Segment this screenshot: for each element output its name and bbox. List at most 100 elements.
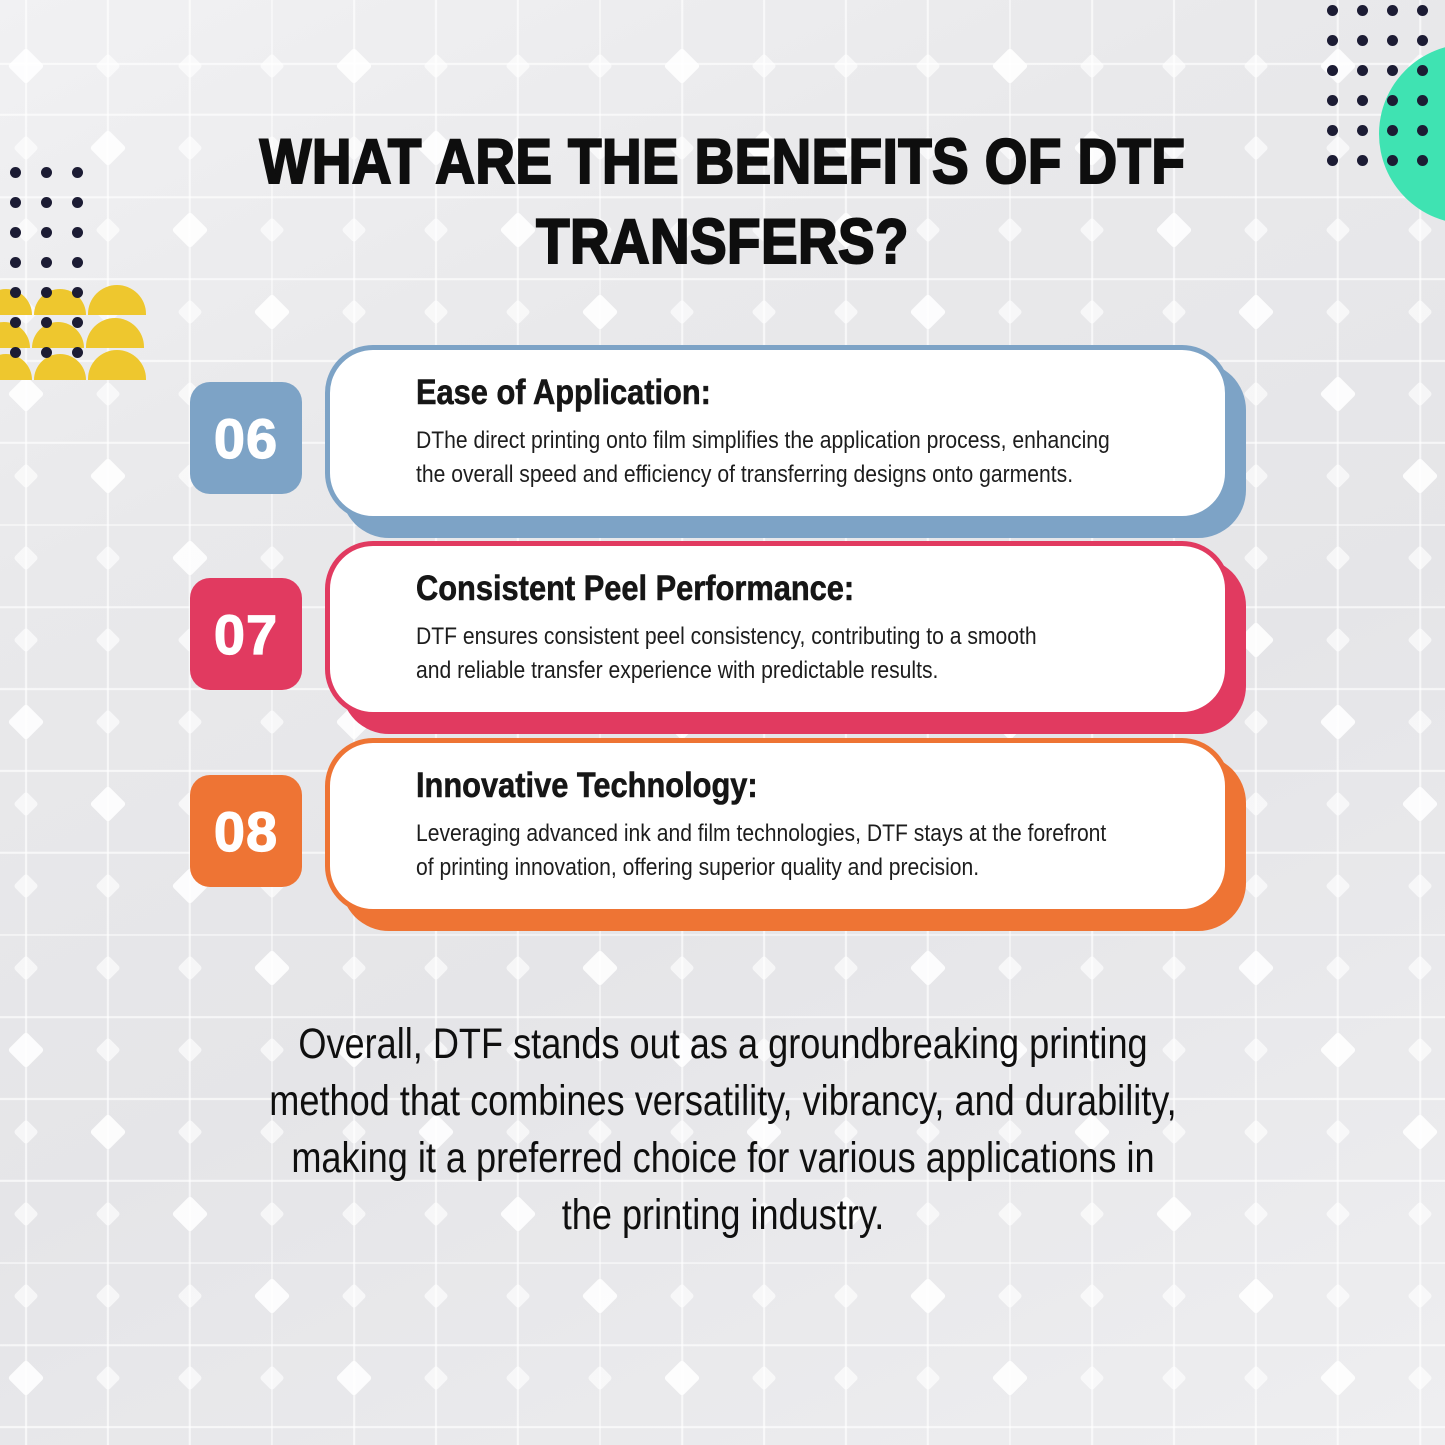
decorative-dot: [9, 286, 21, 298]
decorative-dot: [1416, 64, 1428, 76]
grid-diamond-node: [1319, 1359, 1357, 1397]
page-title: WHAT ARE THE BENEFITS OF DTF TRANSFERS?: [259, 126, 1186, 278]
decorative-dot: [40, 226, 52, 238]
grid-diamond-node: [335, 47, 373, 85]
decorative-dot: [40, 256, 52, 268]
decorative-dot: [1386, 34, 1398, 46]
decorative-dot: [71, 256, 83, 268]
grid-diamond-node: [991, 47, 1029, 85]
grid-diamond-node: [13, 791, 39, 817]
grid-diamond-node: [95, 53, 121, 79]
grid-diamond-node: [663, 47, 701, 85]
grid-diamond-node: [89, 457, 127, 495]
grid-diamond-node: [833, 1365, 859, 1391]
grid-diamond-node: [13, 873, 39, 899]
grid-diamond-node: [751, 1365, 777, 1391]
grid-diamond-node: [1243, 53, 1269, 79]
conclusion-text: Overall, DTF stands out as a groundbreak…: [268, 1020, 1177, 1239]
grid-diamond-node: [177, 1283, 203, 1309]
benefit-heading: Ease of Application:: [416, 373, 711, 413]
grid-diamond-node: [341, 955, 367, 981]
grid-diamond-node: [7, 375, 45, 413]
grid-diamond-node: [1319, 47, 1357, 85]
grid-diamond-node: [253, 949, 291, 987]
grid-diamond-node: [751, 299, 777, 325]
grid-diamond-node: [1407, 299, 1433, 325]
decorative-dot: [40, 286, 52, 298]
grid-diamond-node: [13, 135, 39, 161]
grid-diamond-node: [581, 1277, 619, 1315]
grid-diamond-node: [663, 1359, 701, 1397]
grid-diamond-node: [1407, 1365, 1433, 1391]
benefit-body: DTF ensures consistent peel consistency,…: [416, 623, 1037, 684]
decorative-dot: [1386, 154, 1398, 166]
grid-diamond-node: [13, 1119, 39, 1145]
decorative-dot: [40, 346, 52, 358]
grid-diamond-node: [341, 1283, 367, 1309]
grid-diamond-node: [581, 293, 619, 331]
grid-diamond-node: [423, 1283, 449, 1309]
grid-diamond-node: [505, 53, 531, 79]
decorative-dot: [1416, 34, 1428, 46]
decorative-dot: [1386, 4, 1398, 16]
grid-diamond-node: [1325, 1119, 1351, 1145]
grid-diamond-node: [909, 293, 947, 331]
grid-diamond-node: [581, 949, 619, 987]
grid-diamond-node: [95, 1201, 121, 1227]
grid-diamond-node: [13, 545, 39, 571]
decorative-dot: [71, 196, 83, 208]
grid-diamond-node: [1237, 293, 1275, 331]
grid-diamond-node: [335, 1359, 373, 1397]
decorative-dot: [9, 316, 21, 328]
grid-diamond-node: [1407, 217, 1433, 243]
decorative-dot: [1386, 124, 1398, 136]
grid-diamond-node: [1325, 299, 1351, 325]
benefit-row-06: 06 Ease of Application: DThe direct prin…: [190, 345, 1440, 521]
grid-diamond-node: [1237, 949, 1275, 987]
grid-diamond-node: [423, 53, 449, 79]
benefit-body: DThe direct printing onto film simplifie…: [416, 427, 1110, 488]
grid-diamond-node: [1407, 1283, 1433, 1309]
grid-diamond-node: [1243, 1365, 1269, 1391]
grid-diamond-node: [13, 955, 39, 981]
grid-diamond-node: [253, 1277, 291, 1315]
benefit-body: Leveraging advanced ink and film technol…: [416, 820, 1107, 881]
grid-diamond-node: [1161, 1365, 1187, 1391]
grid-diamond-node: [7, 47, 45, 85]
benefit-heading: Innovative Technology:: [416, 766, 758, 806]
decorative-dot: [71, 286, 83, 298]
grid-diamond-node: [95, 1365, 121, 1391]
decorative-dot: [1416, 4, 1428, 16]
grid-diamond-node: [177, 299, 203, 325]
grid-diamond-node: [1079, 955, 1105, 981]
grid-diamond-node: [1079, 299, 1105, 325]
grid-diamond-node: [1407, 1201, 1433, 1227]
grid-diamond-node: [95, 381, 121, 407]
grid-diamond-node: [505, 299, 531, 325]
grid-diamond-node: [505, 955, 531, 981]
benefit-number-badge: 07: [190, 578, 302, 690]
decorative-dot: [1356, 64, 1368, 76]
decorative-dot: [1356, 124, 1368, 136]
benefit-card: Consistent Peel Performance: DTF ensures…: [325, 541, 1230, 717]
grid-diamond-node: [587, 53, 613, 79]
decorative-dot: [1326, 64, 1338, 76]
grid-diamond-node: [1237, 1277, 1275, 1315]
grid-diamond-node: [833, 53, 859, 79]
grid-diamond-node: [423, 299, 449, 325]
benefit-number-badge: 08: [190, 775, 302, 887]
grid-diamond-node: [1161, 1283, 1187, 1309]
grid-diamond-node: [423, 1365, 449, 1391]
grid-diamond-node: [13, 627, 39, 653]
grid-diamond-node: [997, 955, 1023, 981]
grid-diamond-node: [1079, 1365, 1105, 1391]
decorative-dot: [1386, 64, 1398, 76]
benefit-number-badge: 06: [190, 382, 302, 494]
grid-diamond-node: [1079, 53, 1105, 79]
decorative-dot: [9, 226, 21, 238]
grid-diamond-node: [95, 709, 121, 735]
grid-diamond-node: [13, 1201, 39, 1227]
grid-diamond-node: [505, 1283, 531, 1309]
grid-diamond-node: [177, 53, 203, 79]
